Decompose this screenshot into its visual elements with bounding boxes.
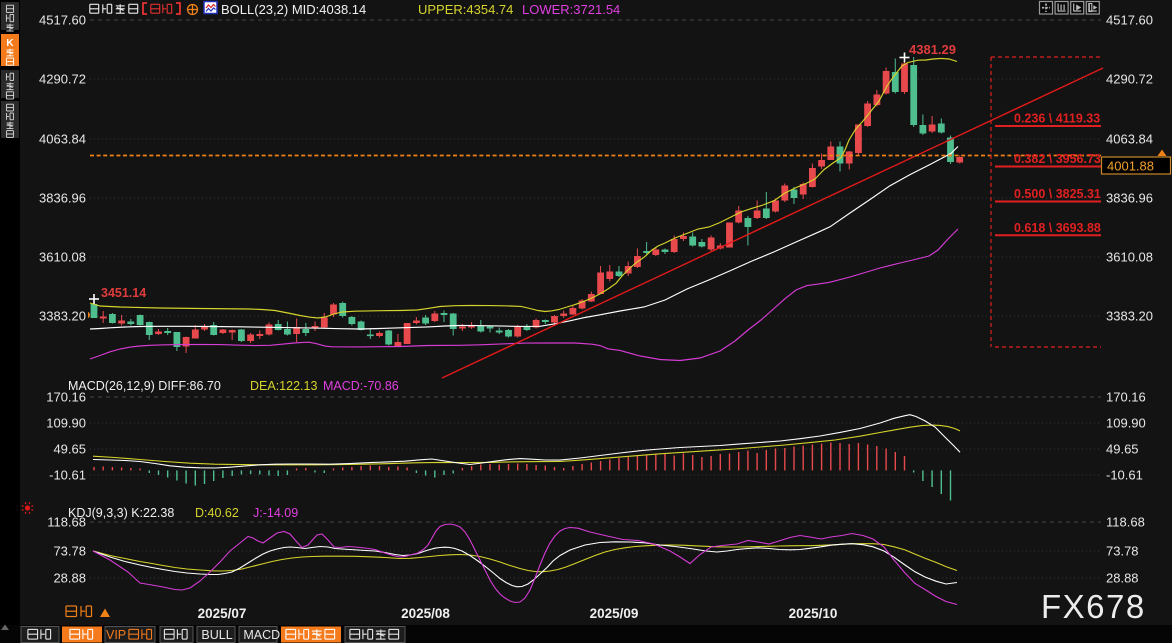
- svg-text:4001.88: 4001.88: [1107, 159, 1154, 174]
- svg-text:4381.29: 4381.29: [909, 42, 956, 57]
- svg-text:73.78: 73.78: [1106, 544, 1139, 559]
- svg-text:3610.08: 3610.08: [39, 250, 86, 265]
- svg-text:4063.84: 4063.84: [39, 132, 86, 147]
- svg-text:4290.72: 4290.72: [1106, 72, 1153, 87]
- svg-text:3610.08: 3610.08: [1106, 250, 1153, 265]
- svg-text:3451.14: 3451.14: [101, 286, 146, 300]
- svg-text:2025/08: 2025/08: [401, 606, 450, 621]
- svg-text:BOLL(23,2) MID:4038.14: BOLL(23,2) MID:4038.14: [221, 2, 366, 17]
- svg-text:170.16: 170.16: [46, 390, 86, 405]
- svg-text:49.65: 49.65: [53, 442, 86, 457]
- svg-text:3836.96: 3836.96: [39, 191, 86, 206]
- svg-text:-10.61: -10.61: [1106, 468, 1143, 483]
- svg-text:0.500 \ 3825.31: 0.500 \ 3825.31: [1014, 187, 1101, 201]
- svg-text:28.88: 28.88: [1106, 571, 1139, 586]
- svg-text:UPPER:4354.74: UPPER:4354.74: [418, 2, 513, 17]
- svg-text:4063.84: 4063.84: [1106, 132, 1153, 147]
- svg-text:-10.61: -10.61: [49, 468, 86, 483]
- svg-text:KDJ(9,3,3) K:22.38: KDJ(9,3,3) K:22.38: [68, 506, 174, 520]
- svg-text:118.68: 118.68: [47, 515, 86, 530]
- svg-text:BULL: BULL: [201, 628, 232, 642]
- svg-text:VIP: VIP: [106, 628, 126, 642]
- svg-text:0.618 \ 3693.88: 0.618 \ 3693.88: [1014, 221, 1101, 235]
- svg-text:LOWER:3721.54: LOWER:3721.54: [522, 2, 620, 17]
- svg-text:2025/07: 2025/07: [198, 606, 247, 621]
- svg-text:MACD: MACD: [243, 628, 280, 642]
- svg-text:3836.96: 3836.96: [1106, 191, 1153, 206]
- svg-text:49.65: 49.65: [1106, 442, 1139, 457]
- svg-text:109.90: 109.90: [46, 416, 86, 431]
- svg-text:3383.20: 3383.20: [39, 309, 86, 324]
- svg-text:118.68: 118.68: [1106, 515, 1145, 530]
- svg-text:2025/09: 2025/09: [590, 606, 639, 621]
- svg-text:4517.60: 4517.60: [39, 13, 86, 28]
- svg-text:K: K: [6, 38, 14, 49]
- svg-text:4290.72: 4290.72: [39, 72, 86, 87]
- svg-text:D:40.62: D:40.62: [195, 506, 239, 520]
- svg-text:J:-14.09: J:-14.09: [253, 506, 298, 520]
- svg-text:109.90: 109.90: [1106, 416, 1146, 431]
- svg-text:170.16: 170.16: [1106, 390, 1146, 405]
- svg-text:MACD:-70.86: MACD:-70.86: [323, 379, 399, 393]
- svg-text:FX678: FX678: [1041, 588, 1146, 625]
- svg-text:0.236 \ 4119.33: 0.236 \ 4119.33: [1014, 112, 1100, 126]
- svg-text:DEA:122.13: DEA:122.13: [250, 379, 317, 393]
- svg-text:28.88: 28.88: [53, 571, 86, 586]
- svg-text:3383.20: 3383.20: [1106, 309, 1153, 324]
- svg-text:MACD(26,12,9) DIFF:86.70: MACD(26,12,9) DIFF:86.70: [68, 379, 221, 393]
- svg-text:4517.60: 4517.60: [1106, 13, 1153, 28]
- svg-text:2025/10: 2025/10: [789, 606, 838, 621]
- svg-text:0.382 \ 3956.73: 0.382 \ 3956.73: [1014, 152, 1101, 166]
- svg-text:73.78: 73.78: [53, 544, 86, 559]
